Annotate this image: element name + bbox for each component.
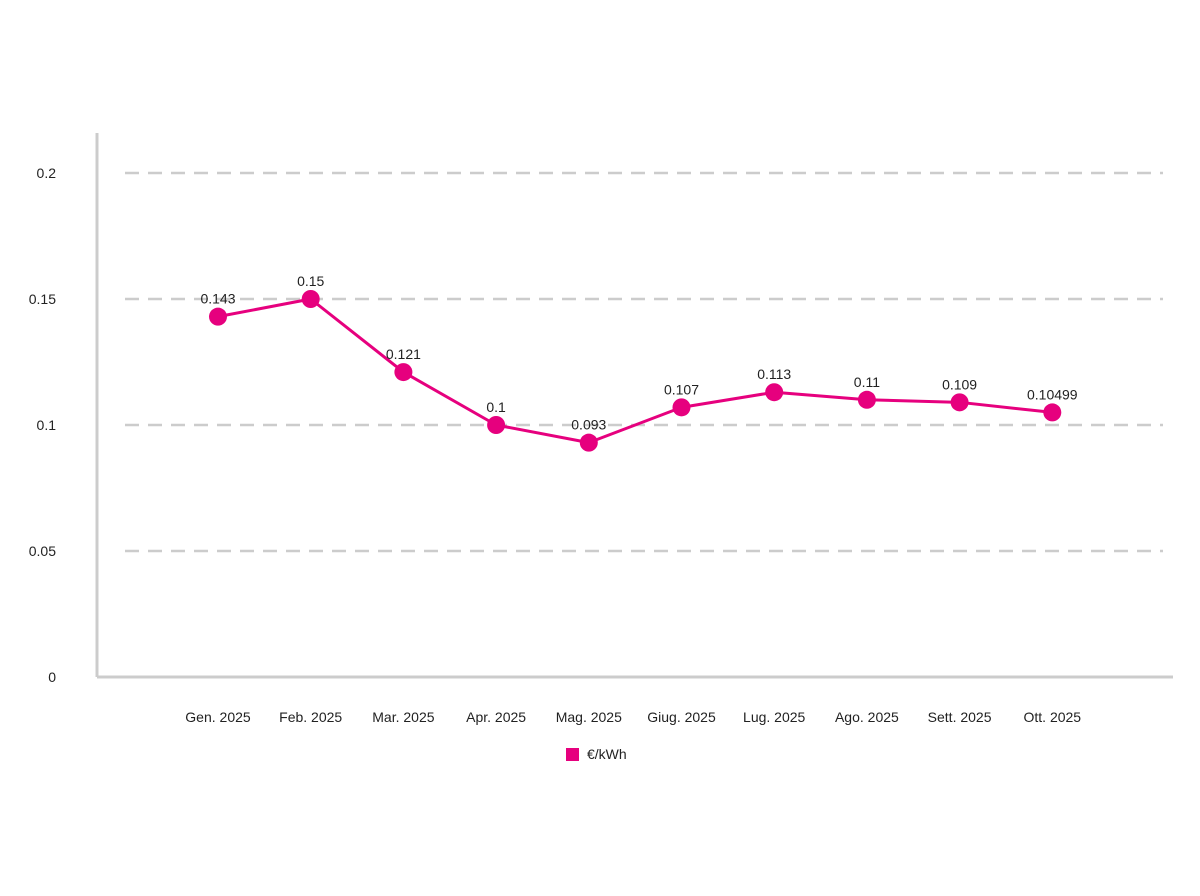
x-tick-label: Ott. 2025 xyxy=(1024,709,1082,725)
data-point xyxy=(1043,403,1062,422)
x-tick-label: Sett. 2025 xyxy=(928,709,992,725)
data-label: 0.107 xyxy=(664,381,699,397)
legend-label: €/kWh xyxy=(587,746,627,762)
legend-swatch xyxy=(566,747,579,761)
data-point xyxy=(765,383,784,402)
y-tick-label: 0 xyxy=(48,669,56,685)
series-eur-kwh: 0.143 0.15 0.121 0.1 0.093 0.107 0.113 0.11 0.10… xyxy=(200,273,1078,452)
y-tick-label: 0.2 xyxy=(37,165,57,181)
data-point xyxy=(857,390,876,409)
x-tick-label: Feb. 2025 xyxy=(279,709,342,725)
axes xyxy=(95,133,1173,679)
y-tick-label: 0.05 xyxy=(29,543,56,559)
data-point xyxy=(487,416,506,434)
y-tick-label: 0.15 xyxy=(29,291,56,307)
x-tick-label: Apr. 2025 xyxy=(466,709,526,725)
y-tick-labels: 0 0.05 0.1 0.15 0.2 xyxy=(29,165,56,685)
data-label: 0.15 xyxy=(297,273,324,289)
series-line xyxy=(217,297,1053,445)
data-point xyxy=(950,393,969,412)
data-point xyxy=(394,363,413,382)
x-tick-label: Ago. 2025 xyxy=(835,709,899,725)
y-tick-label: 0.1 xyxy=(37,417,57,433)
x-tick-label: Mar. 2025 xyxy=(372,709,434,725)
x-tick-labels: Gen. 2025 Feb. 2025 Mar. 2025 Apr. 2025 Mag.… xyxy=(185,709,1081,725)
data-point xyxy=(579,433,598,452)
x-tick-label: Mag. 2025 xyxy=(556,709,622,725)
data-label: 0.121 xyxy=(386,346,421,362)
legend: €/kWh xyxy=(566,746,627,762)
grid-lines xyxy=(125,171,1163,553)
x-tick-label: Lug. 2025 xyxy=(743,709,805,725)
data-label: 0.10499 xyxy=(1027,386,1078,402)
data-label: 0.1 xyxy=(486,399,506,415)
x-tick-label: Gen. 2025 xyxy=(185,709,251,725)
data-label: 0.093 xyxy=(571,417,606,433)
data-point xyxy=(209,307,227,326)
data-label: 0.143 xyxy=(200,291,235,307)
data-point xyxy=(672,398,691,417)
data-label: 0.11 xyxy=(854,374,880,390)
data-label: 0.109 xyxy=(942,376,977,392)
data-label: 0.113 xyxy=(757,366,791,382)
data-point xyxy=(301,290,320,308)
x-tick-label: Giug. 2025 xyxy=(647,709,716,725)
